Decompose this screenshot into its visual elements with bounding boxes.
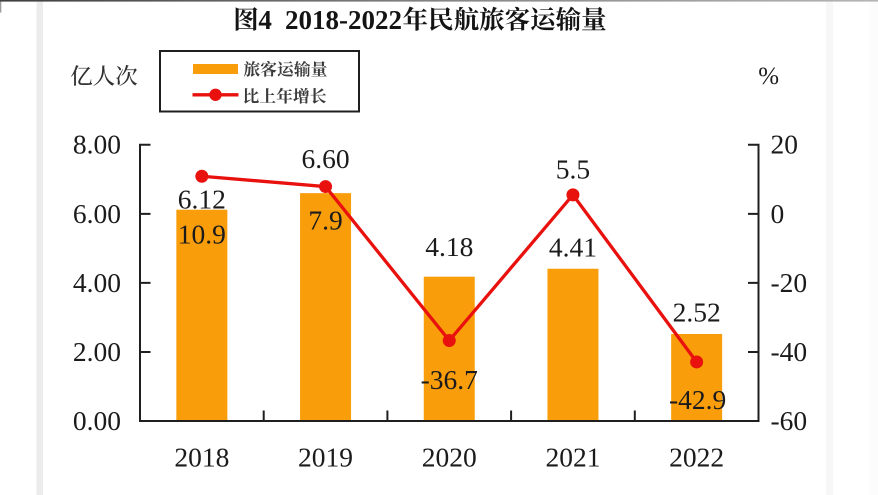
svg-text:6.60: 6.60 bbox=[301, 143, 349, 174]
svg-text:-20: -20 bbox=[771, 267, 808, 298]
svg-text:-42.9: -42.9 bbox=[669, 384, 726, 415]
svg-text:2.00: 2.00 bbox=[73, 336, 121, 367]
svg-text:4.00: 4.00 bbox=[73, 267, 121, 298]
svg-text:0: 0 bbox=[771, 198, 785, 229]
svg-text:6.00: 6.00 bbox=[73, 198, 121, 229]
svg-text:8.00: 8.00 bbox=[73, 129, 121, 160]
svg-text:-60: -60 bbox=[771, 405, 808, 436]
svg-text:-40: -40 bbox=[771, 336, 808, 367]
svg-text:2022: 2022 bbox=[669, 442, 724, 473]
svg-text:4.41: 4.41 bbox=[549, 231, 597, 262]
svg-text:7.9: 7.9 bbox=[308, 205, 342, 236]
svg-text:20: 20 bbox=[771, 129, 799, 160]
svg-text:2021: 2021 bbox=[545, 442, 600, 473]
svg-text:2018-2022: 2018-2022 bbox=[285, 5, 402, 35]
svg-text:5.5: 5.5 bbox=[556, 154, 590, 185]
svg-text:2019: 2019 bbox=[298, 442, 353, 473]
svg-text:10.9: 10.9 bbox=[178, 218, 226, 249]
svg-text:4: 4 bbox=[258, 5, 272, 35]
svg-text:0.00: 0.00 bbox=[73, 405, 121, 436]
svg-text:-36.7: -36.7 bbox=[421, 364, 478, 395]
svg-text:2.52: 2.52 bbox=[673, 297, 721, 328]
svg-text:2018: 2018 bbox=[174, 442, 229, 473]
svg-text:4.18: 4.18 bbox=[425, 231, 473, 262]
svg-text:2020: 2020 bbox=[422, 442, 477, 473]
svg-text:6.12: 6.12 bbox=[178, 183, 226, 214]
svg-text:%: % bbox=[758, 63, 779, 90]
